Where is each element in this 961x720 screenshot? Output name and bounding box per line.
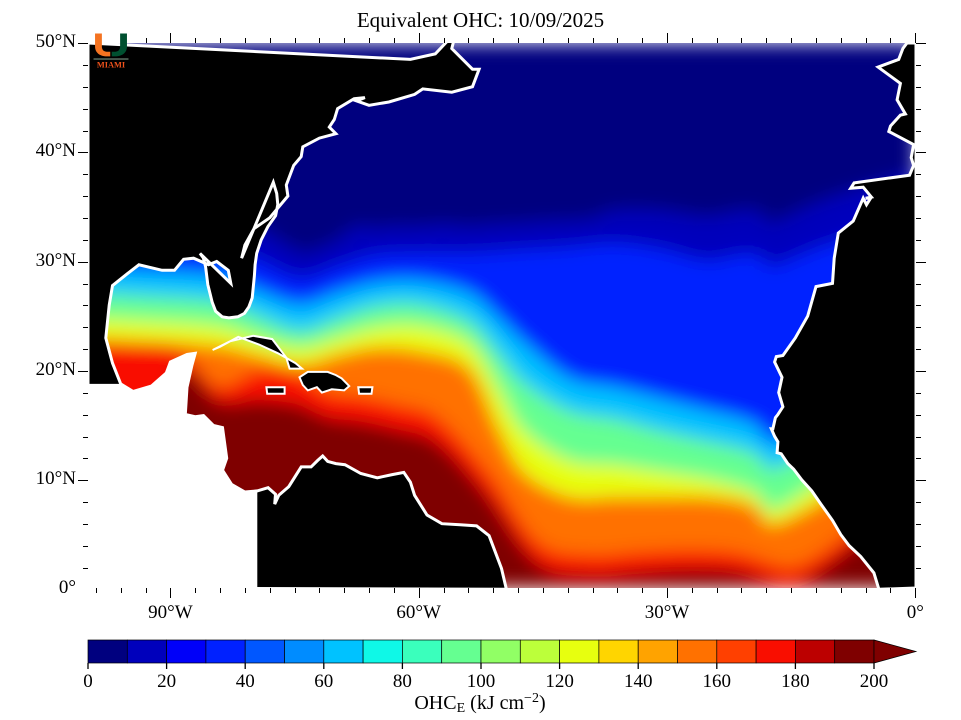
svg-text:MIAMI: MIAMI	[97, 61, 125, 70]
